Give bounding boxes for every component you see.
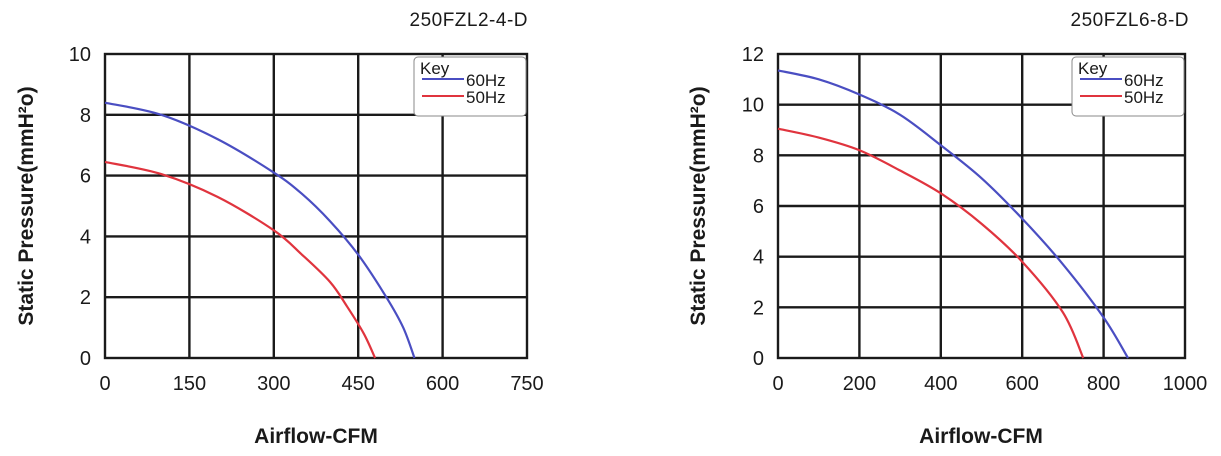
y-tick-label: 4 [753,247,764,269]
x-tick-label: 400 [924,373,957,395]
y-tick-label: 10 [742,95,764,117]
y-axis-label: Static Pressure(mmH²o) [15,86,38,325]
y-axis-label: Static Pressure(mmH²o) [687,86,710,325]
x-tick-label: 750 [510,373,543,395]
chart-2: 0 200 400 600 800 1000 0 2 4 6 8 10 12 250FZL6-8-D Air… [687,10,1207,448]
x-tick-label: 0 [99,373,110,395]
chart-1: 0 150 300 450 600 750 0 2 4 6 8 10 250FZL2-4-D Airflo… [15,10,544,448]
x-tick-label: 450 [342,373,375,395]
x-tick-label: 0 [772,373,783,395]
x-tick-label: 600 [1006,373,1039,395]
y-tick-label: 10 [69,44,91,66]
legend-label-50Hz: 50Hz [466,88,506,107]
x-tick-label: 300 [257,373,290,395]
y-tick-label: 6 [80,166,91,188]
x-tick-label: 600 [426,373,459,395]
x-axis-label: Airflow-CFM [254,425,378,448]
y-tick-label: 2 [753,297,764,319]
y-tick-label: 8 [753,145,764,167]
chart-title: 250FZL6-8-D [1071,10,1190,31]
x-tick-label: 150 [173,373,206,395]
legend-label-60Hz: 60Hz [1124,71,1164,90]
legend-title: Key [420,59,450,78]
y-tick-label: 6 [753,196,764,218]
y-tick-label: 0 [753,348,764,370]
x-axis-label: Airflow-CFM [919,425,1043,448]
plot-frame [776,52,1187,360]
series-line-60Hz [777,69,1129,359]
y-tick-label: 12 [742,44,764,66]
y-tick-label: 0 [80,348,91,370]
chart-title: 250FZL2-4-D [410,10,529,31]
y-tick-label: 2 [80,287,91,309]
legend-label-60Hz: 60Hz [466,71,506,90]
y-tick-label: 8 [80,105,91,127]
series-line-50Hz [104,160,377,359]
legend-title: Key [1078,59,1108,78]
legend-box [413,56,527,117]
series-line-60Hz [104,101,416,359]
legend-label-50Hz: 50Hz [1124,88,1164,107]
x-tick-label: 1000 [1163,373,1208,395]
y-tick-label: 4 [80,226,91,248]
legend-box [1071,56,1185,117]
x-tick-label: 200 [843,373,876,395]
series-line-50Hz [777,127,1085,359]
plot-frame [103,52,529,360]
x-tick-label: 800 [1087,373,1120,395]
